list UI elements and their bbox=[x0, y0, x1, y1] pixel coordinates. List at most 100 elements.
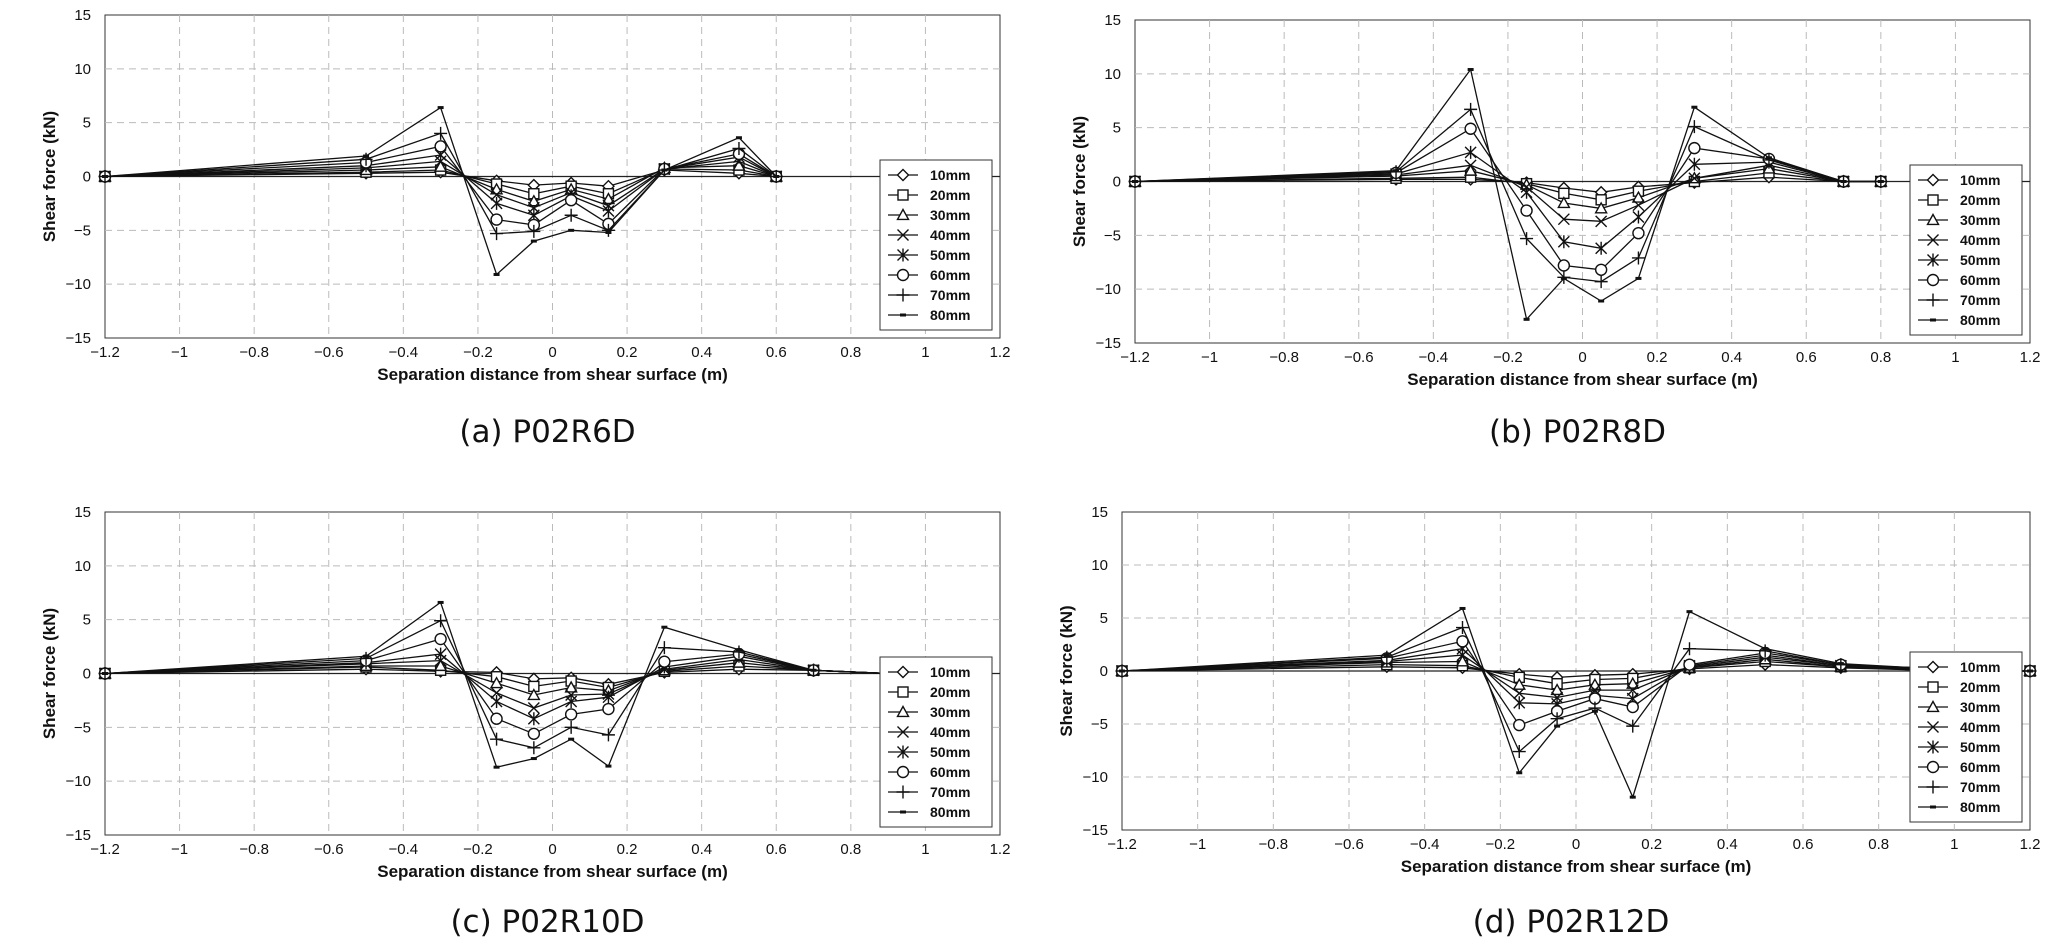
legend-marker bbox=[896, 665, 910, 679]
legend-label: 40mm bbox=[930, 724, 970, 740]
data-point bbox=[602, 702, 615, 716]
series-line bbox=[104, 160, 777, 209]
data-point bbox=[732, 142, 746, 156]
legend-marker bbox=[1927, 721, 1939, 733]
data-point bbox=[1837, 662, 1844, 666]
y-tick-label: 0 bbox=[1100, 663, 1108, 680]
data-point bbox=[102, 672, 108, 675]
data-point bbox=[527, 194, 541, 207]
data-point bbox=[1595, 241, 1608, 255]
data-point bbox=[564, 193, 578, 207]
y-tick-label: 15 bbox=[74, 504, 91, 521]
data-point bbox=[527, 712, 540, 726]
x-tick-label: 1 bbox=[1951, 349, 1959, 366]
data-point bbox=[490, 196, 503, 210]
data-point bbox=[493, 765, 500, 769]
y-tick-label: 0 bbox=[1113, 174, 1121, 191]
data-point bbox=[527, 688, 541, 701]
x-tick-label: −1 bbox=[171, 344, 188, 361]
data-point bbox=[732, 158, 746, 171]
data-point bbox=[1463, 163, 1478, 176]
data-point bbox=[1688, 141, 1701, 155]
y-tick-label: 15 bbox=[74, 7, 91, 24]
legend-marker bbox=[896, 765, 910, 779]
y-tick-label: 0 bbox=[83, 666, 91, 683]
data-point bbox=[1686, 610, 1693, 614]
data-point bbox=[564, 208, 578, 222]
legend-marker bbox=[897, 189, 909, 201]
x-tick-label: −1 bbox=[1189, 836, 1206, 853]
data-point bbox=[434, 126, 448, 140]
x-tick-label: −0.2 bbox=[1486, 836, 1516, 853]
x-tick-label: −0.6 bbox=[314, 344, 344, 361]
x-tick-label: 0.2 bbox=[1647, 349, 1668, 366]
data-point bbox=[1683, 642, 1696, 656]
x-tick-label: 0.2 bbox=[617, 344, 638, 361]
data-point bbox=[1560, 276, 1567, 280]
data-point bbox=[1520, 232, 1534, 246]
x-tick-label: 0.4 bbox=[1717, 836, 1738, 853]
y-axis-label: Shear force (kN) bbox=[40, 111, 59, 242]
x-tick-label: 1.2 bbox=[2020, 836, 2041, 853]
x-tick-label: 0.6 bbox=[766, 344, 787, 361]
x-tick-label: 1.2 bbox=[990, 841, 1011, 858]
data-point bbox=[1456, 635, 1469, 648]
data-point bbox=[601, 728, 615, 742]
legend-marker bbox=[896, 705, 910, 718]
legend-marker bbox=[1926, 660, 1940, 674]
legend-marker bbox=[900, 313, 906, 317]
data-point bbox=[1762, 647, 1769, 651]
series-line bbox=[104, 165, 777, 202]
x-tick-label: −0.6 bbox=[314, 841, 344, 858]
x-tick-label: 0 bbox=[548, 841, 556, 858]
data-point bbox=[1631, 251, 1645, 265]
data-point bbox=[1520, 185, 1533, 199]
x-tick-label: −0.6 bbox=[1334, 836, 1364, 853]
y-tick-label: −10 bbox=[66, 773, 91, 790]
x-tick-label: 0.6 bbox=[766, 841, 787, 858]
x-tick-label: 0 bbox=[1578, 349, 1586, 366]
x-tick-label: −0.6 bbox=[1344, 349, 1374, 366]
data-point bbox=[434, 632, 447, 646]
data-point bbox=[602, 690, 615, 704]
x-tick-label: 0.8 bbox=[840, 841, 861, 858]
y-tick-label: 15 bbox=[1091, 504, 1108, 521]
legend-label: 20mm bbox=[930, 187, 970, 203]
data-point bbox=[1456, 621, 1469, 635]
data-point bbox=[490, 227, 504, 241]
data-point bbox=[1464, 102, 1478, 116]
data-point bbox=[1550, 683, 1564, 696]
y-tick-label: −15 bbox=[66, 330, 91, 347]
data-point bbox=[1132, 180, 1138, 183]
x-tick-label: −1.2 bbox=[90, 841, 120, 858]
x-tick-label: 0.2 bbox=[1641, 836, 1662, 853]
legend-box bbox=[879, 656, 993, 828]
x-axis-label: Separation distance from shear surface (… bbox=[1401, 857, 1752, 876]
data-point bbox=[657, 641, 671, 655]
data-point bbox=[1626, 676, 1640, 689]
legend-label: 50mm bbox=[1960, 739, 2000, 755]
data-point bbox=[1635, 276, 1642, 280]
legend-label: 80mm bbox=[930, 804, 970, 820]
legend-marker bbox=[897, 229, 909, 241]
x-tick-label: 0.4 bbox=[1721, 349, 1742, 366]
legend-marker bbox=[897, 745, 909, 759]
legend-label: 40mm bbox=[930, 227, 970, 243]
x-tick-label: −1 bbox=[171, 841, 188, 858]
x-axis-label: Separation distance from shear surface (… bbox=[1407, 370, 1758, 389]
x-tick-label: −0.2 bbox=[1493, 349, 1523, 366]
data-point bbox=[1629, 795, 1636, 799]
x-tick-label: 0.8 bbox=[1870, 349, 1891, 366]
data-point bbox=[1840, 180, 1847, 183]
data-point bbox=[1626, 700, 1639, 714]
legend-marker bbox=[1926, 213, 1940, 226]
data-point bbox=[1626, 684, 1639, 697]
x-tick-label: −0.2 bbox=[463, 344, 493, 361]
data-point bbox=[1383, 653, 1390, 657]
y-tick-label: −5 bbox=[74, 719, 91, 736]
data-point bbox=[1513, 696, 1526, 710]
legend: 10mm 20mm 30mm 40mm 50mm 60mm 70mm 80mm bbox=[1909, 651, 2023, 823]
data-point bbox=[1554, 724, 1561, 728]
legend-marker bbox=[1926, 780, 1940, 794]
x-tick-label: 0.6 bbox=[1793, 836, 1814, 853]
